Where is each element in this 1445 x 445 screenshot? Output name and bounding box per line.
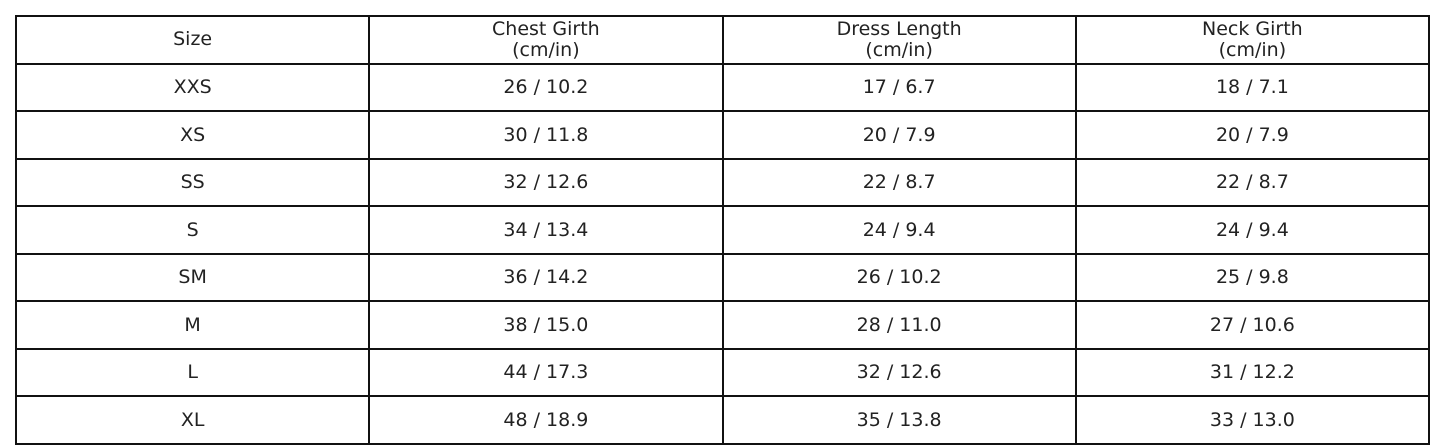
header-label: Dress Length <box>836 17 962 40</box>
cell-size: SS <box>14 157 371 207</box>
cell-neck-girth: 22 / 8.7 <box>1074 157 1431 207</box>
cell-chest-girth: 48 / 18.9 <box>368 395 724 445</box>
cell-chest-girth: 38 / 15.0 <box>368 300 724 350</box>
table-row: SM 36 / 14.2 26 / 10.2 25 / 9.8 <box>14 252 1431 302</box>
header-size: Size <box>14 15 371 65</box>
table-row: L 44 / 17.3 32 / 12.6 31 / 12.2 <box>14 347 1431 397</box>
cell-neck-girth: 24 / 9.4 <box>1074 205 1431 255</box>
cell-chest-girth: 44 / 17.3 <box>368 347 724 397</box>
header-unit: (cm/in) <box>865 38 933 61</box>
header-label: Size <box>173 28 213 51</box>
cell-dress-length: 32 / 12.6 <box>721 347 1077 397</box>
cell-neck-girth: 27 / 10.6 <box>1074 300 1431 350</box>
cell-neck-girth: 25 / 9.8 <box>1074 252 1431 302</box>
cell-dress-length: 22 / 8.7 <box>721 157 1077 207</box>
table-row: S 34 / 13.4 24 / 9.4 24 / 9.4 <box>14 205 1431 255</box>
cell-dress-length: 20 / 7.9 <box>721 110 1077 160</box>
cell-neck-girth: 18 / 7.1 <box>1074 62 1431 112</box>
header-chest-girth: Chest Girth (cm/in) <box>368 15 724 65</box>
cell-size: XL <box>14 395 371 445</box>
table-row: SS 32 / 12.6 22 / 8.7 22 / 8.7 <box>14 157 1431 207</box>
header-dress-length: Dress Length (cm/in) <box>721 15 1077 65</box>
cell-chest-girth: 32 / 12.6 <box>368 157 724 207</box>
table-row: XS 30 / 11.8 20 / 7.9 20 / 7.9 <box>14 110 1431 160</box>
table-row: XL 48 / 18.9 35 / 13.8 33 / 13.0 <box>14 395 1431 445</box>
cell-size: S <box>14 205 371 255</box>
cell-dress-length: 24 / 9.4 <box>721 205 1077 255</box>
cell-dress-length: 35 / 13.8 <box>721 395 1077 445</box>
header-neck-girth: Neck Girth (cm/in) <box>1074 15 1431 65</box>
cell-size: XXS <box>14 62 371 112</box>
cell-size: L <box>14 347 371 397</box>
cell-neck-girth: 20 / 7.9 <box>1074 110 1431 160</box>
header-label: Neck Girth <box>1202 17 1303 40</box>
table-row: M 38 / 15.0 28 / 11.0 27 / 10.6 <box>14 300 1431 350</box>
cell-size: SM <box>14 252 371 302</box>
cell-chest-girth: 36 / 14.2 <box>368 252 724 302</box>
cell-chest-girth: 34 / 13.4 <box>368 205 724 255</box>
table-row: XXS 26 / 10.2 17 / 6.7 18 / 7.1 <box>14 62 1431 112</box>
cell-size: M <box>14 300 371 350</box>
cell-chest-girth: 30 / 11.8 <box>368 110 724 160</box>
header-unit: (cm/in) <box>512 38 580 61</box>
header-unit: (cm/in) <box>1218 38 1287 61</box>
header-row: Size Chest Girth (cm/in) Dress Length (cm/… <box>14 15 1431 65</box>
header-label: Chest Girth <box>492 17 600 40</box>
cell-dress-length: 26 / 10.2 <box>721 252 1077 302</box>
table-body: XXS 26 / 10.2 17 / 6.7 18 / 7.1 XS 30 / 11.8 2… <box>14 62 1431 445</box>
cell-chest-girth: 26 / 10.2 <box>368 62 724 112</box>
cell-size: XS <box>14 110 371 160</box>
cell-dress-length: 17 / 6.7 <box>721 62 1077 112</box>
cell-dress-length: 28 / 11.0 <box>721 300 1077 350</box>
cell-neck-girth: 33 / 13.0 <box>1074 395 1431 445</box>
size-chart-table: Size Chest Girth (cm/in) Dress Length (cm/… <box>14 15 1431 445</box>
cell-neck-girth: 31 / 12.2 <box>1074 347 1431 397</box>
